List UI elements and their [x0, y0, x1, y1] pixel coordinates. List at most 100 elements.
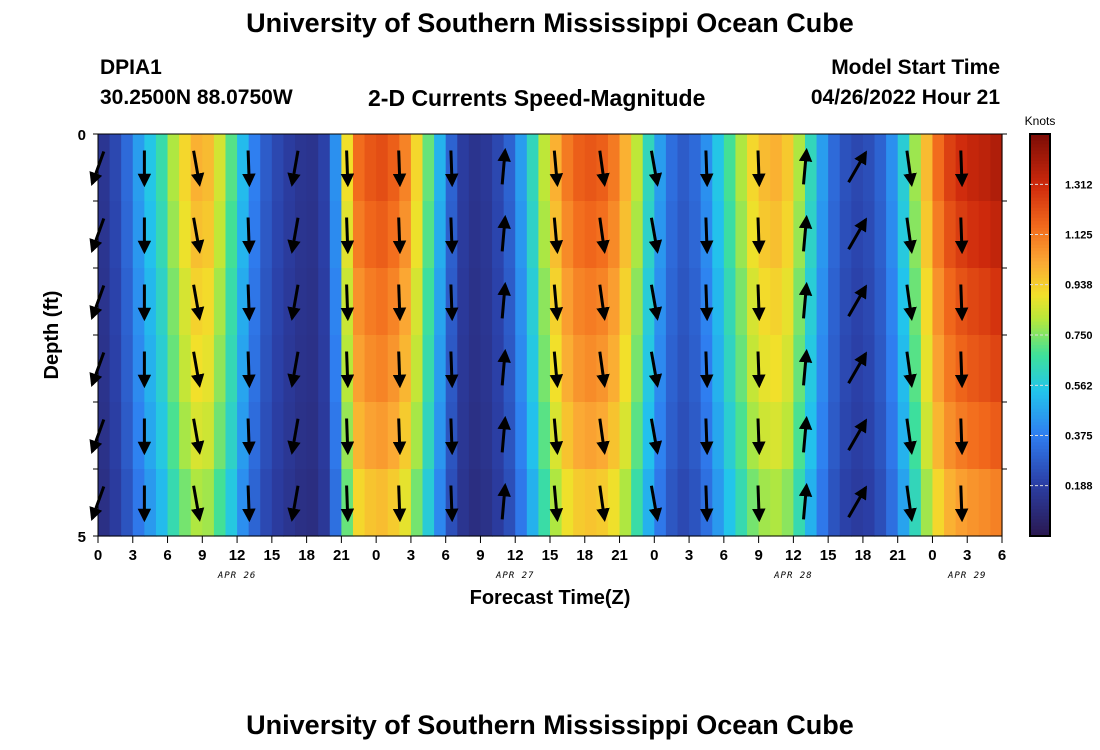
colorbar-swatch [1030, 291, 1050, 296]
x-tick-label: 6 [998, 547, 1006, 564]
heatmap-cell [295, 201, 308, 269]
heatmap-cell [561, 469, 574, 537]
heatmap-cell [422, 469, 435, 537]
heatmap-cell [828, 335, 841, 403]
colorbar-swatch [1030, 170, 1050, 175]
heatmap-cell [862, 201, 876, 269]
heatmap-cell [561, 134, 574, 202]
heatmap-cell [723, 335, 737, 403]
heatmap-cell [457, 201, 470, 269]
colorbar-swatch [1030, 345, 1050, 349]
current-arrow [497, 214, 511, 252]
heatmap-cell [121, 402, 134, 470]
current-arrow [287, 418, 301, 455]
colorbar-tick-label: 0.375 [1065, 431, 1093, 443]
heatmap-cell [295, 469, 308, 537]
heatmap-cell [619, 134, 632, 202]
y-axis: 05 [78, 127, 1007, 546]
heatmap-cell [932, 268, 945, 336]
heatmap-cell [538, 268, 551, 336]
current-arrow [648, 217, 663, 254]
heatmap-cell [538, 469, 551, 537]
current-arrow [954, 351, 969, 389]
colorbar-swatch [1030, 134, 1050, 138]
heatmap-cell [770, 268, 783, 336]
current-arrow [648, 351, 663, 388]
heatmap-cell [271, 335, 285, 403]
current-arrow [242, 217, 256, 255]
heatmap-cell [607, 201, 621, 269]
colorbar-swatch [1030, 381, 1050, 386]
heatmap-cell [886, 134, 899, 202]
heatmap-cell [619, 201, 632, 269]
model-start-label: Model Start Time [831, 56, 1000, 79]
heatmap-cell [619, 469, 632, 537]
heatmap-cell [144, 335, 157, 403]
colorbar-swatch [1030, 348, 1050, 353]
colorbar-swatch [1030, 174, 1050, 179]
current-arrow [648, 150, 663, 187]
heatmap-cell [584, 134, 597, 202]
heatmap-cell [98, 268, 111, 336]
heatmap-cell [944, 201, 957, 269]
heatmap-cell [306, 134, 319, 202]
heatmap-cell [121, 201, 134, 269]
heatmap-cell [526, 268, 540, 336]
x-tick-label: 9 [476, 547, 484, 564]
heatmap-cell [689, 469, 702, 537]
heatmap-cell [329, 402, 342, 470]
current-arrow [596, 150, 610, 187]
heatmap-cell [515, 134, 528, 202]
heatmap-cell [839, 335, 852, 403]
current-arrow [752, 217, 766, 255]
heatmap-cell [874, 469, 887, 537]
x-axis: 0 3 6 9 12 15 18 21 0 3 6 9 12 15 18 21 0 3 6 9 12 15 18 21 0 3 6 A… [94, 536, 1006, 581]
current-arrow [699, 485, 714, 523]
heatmap-cell [434, 134, 447, 202]
colorbar-swatch [1030, 227, 1050, 232]
heatmap-cell [781, 402, 794, 470]
heatmap-cell [631, 335, 644, 403]
colorbar-swatch [1030, 231, 1050, 236]
heatmap-cell [816, 402, 829, 470]
x-axis-label: Forecast Time(Z) [470, 587, 631, 609]
heatmap-cell [758, 402, 771, 470]
colorbar: Knots 0.188 0.375 0.562 0.750 0.938 1.125 1.312 [1025, 114, 1093, 537]
heatmap-cell [260, 402, 273, 470]
heatmap-cell [202, 134, 215, 202]
x-tick-label: 6 [720, 547, 728, 564]
x-tick-label: 3 [407, 547, 415, 564]
heatmap-cell [213, 402, 227, 470]
colorbar-swatch [1030, 368, 1050, 373]
colorbar-swatch [1030, 261, 1050, 266]
colorbar-swatch [1030, 167, 1050, 172]
heatmap-cell [862, 402, 876, 470]
heatmap-cell [318, 469, 331, 537]
heatmap-cell [503, 402, 516, 470]
heatmap-cell [422, 402, 435, 470]
current-arrow [549, 418, 564, 456]
current-arrow [190, 351, 205, 388]
current-arrow [497, 281, 511, 319]
heatmap-cell [886, 469, 899, 537]
heatmap-cell [909, 268, 922, 336]
current-arrow [549, 217, 564, 255]
current-arrow [699, 217, 714, 255]
heatmap-cell [364, 402, 377, 470]
heatmap-cell [480, 134, 493, 202]
current-arrow [392, 485, 407, 523]
chart-title: 2-D Currents Speed-Magnitude [368, 85, 706, 111]
current-arrow [190, 284, 205, 321]
colorbar-swatch [1030, 308, 1050, 313]
current-arrow [190, 217, 205, 254]
x-tick-label: 9 [754, 547, 762, 564]
heatmap-cell [399, 402, 412, 470]
x-tick-label: 21 [611, 547, 628, 564]
heatmap-cell [538, 335, 551, 403]
heatmap-cell [352, 469, 366, 537]
heatmap-cell [352, 201, 366, 269]
heatmap-cell [828, 134, 841, 202]
heatmap-cell [990, 201, 1003, 269]
heatmap-cell [712, 402, 725, 470]
heatmap-cell [816, 469, 829, 537]
